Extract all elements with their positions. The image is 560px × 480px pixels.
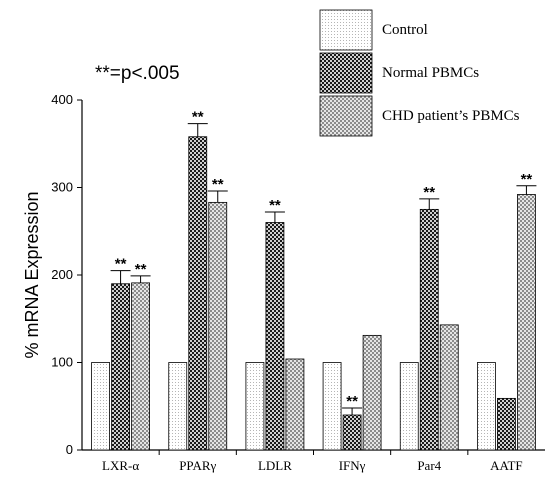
- legend-label: Control: [382, 22, 428, 38]
- significance-labels: ** ** ** ** ** ** ** **: [115, 109, 533, 410]
- significance-marker: **: [192, 109, 204, 126]
- x-tick-label: Par4: [417, 458, 441, 473]
- y-tick-label: 300: [51, 180, 73, 195]
- x-tick-label: LXR-α: [102, 458, 139, 473]
- x-tick-label: PPARγ: [179, 458, 216, 473]
- significance-marker: **: [115, 256, 127, 273]
- y-ticks: 0 100 200 300 400: [51, 92, 82, 457]
- bar-dark-checker: [342, 414, 362, 451]
- bar-dots: [245, 362, 265, 451]
- bar-dots: [322, 362, 342, 451]
- bar-dots: [168, 362, 188, 451]
- bar-dots: [477, 362, 496, 451]
- x-tick-label: IFNγ: [339, 458, 366, 473]
- y-tick-label: 0: [66, 442, 73, 457]
- x-tick-label: LDLR: [258, 458, 292, 473]
- significance-marker: **: [423, 184, 435, 201]
- y-axis-label: % mRNA Expression: [22, 191, 42, 358]
- bar-light-checker: [131, 282, 150, 451]
- bar-dark-checker: [419, 208, 439, 451]
- bar-dots: [91, 362, 110, 451]
- significance-marker: **: [346, 393, 358, 410]
- significance-marker: **: [269, 197, 281, 214]
- bar-dots: [399, 362, 419, 451]
- bar-light-checker: [362, 334, 382, 451]
- significance-marker: **: [521, 171, 533, 188]
- legend: Control Normal PBMCs CHD patient’s PBMCs: [319, 9, 520, 137]
- significance-marker: **: [135, 261, 147, 278]
- y-tick-label: 200: [51, 267, 73, 282]
- legend-swatch: [319, 9, 373, 51]
- bar-dark-checker: [265, 222, 285, 451]
- significance-marker: **: [212, 176, 224, 193]
- y-tick-label: 400: [51, 92, 73, 107]
- bar-dark-checker: [111, 283, 130, 451]
- significance-note: **=p<.005: [95, 63, 180, 84]
- bar-dark-checker: [188, 136, 208, 451]
- error-bars: [110, 123, 537, 415]
- x-ticks: LXR-α PPARγ LDLR IFNγ Par4 AATF: [102, 450, 523, 473]
- axes: [81, 100, 545, 451]
- bar-light-checker: [517, 194, 536, 451]
- legend-swatch: [319, 52, 373, 94]
- bars: [91, 136, 536, 451]
- y-tick-label: 100: [51, 355, 73, 370]
- bar-light-checker: [439, 324, 459, 451]
- bar-light-checker: [285, 358, 305, 451]
- x-tick-label: AATF: [490, 458, 523, 473]
- legend-swatch: [319, 95, 373, 137]
- bar-dark-checker: [497, 397, 516, 451]
- legend-label: Normal PBMCs: [382, 65, 479, 81]
- legend-label: CHD patient’s PBMCs: [382, 108, 520, 124]
- bar-light-checker: [208, 201, 228, 451]
